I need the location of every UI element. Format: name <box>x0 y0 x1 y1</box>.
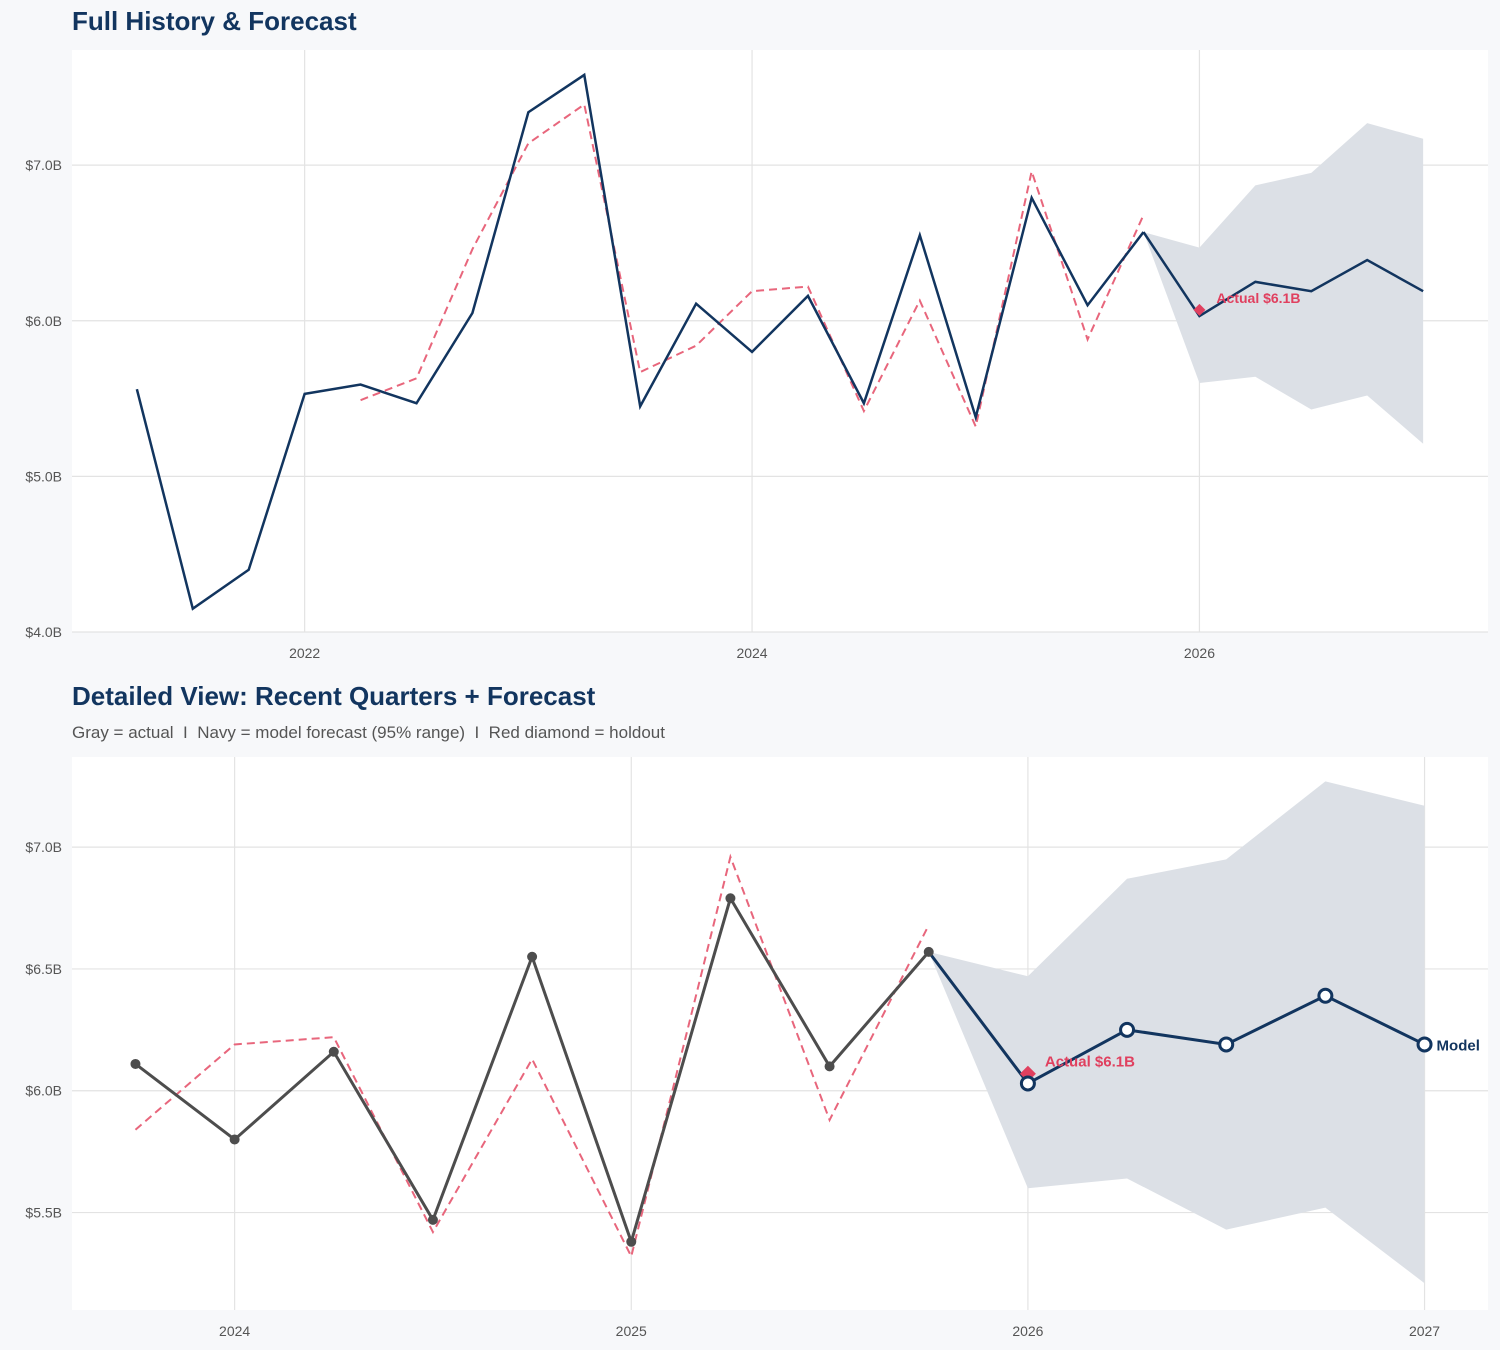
top-chart: $4.0B $5.0B $6.0B $7.0B 2022 2024 2026 Actual $… <box>25 50 1488 661</box>
top-forecast-line <box>1142 231 1424 318</box>
bottom-forecast-interval-band <box>928 781 1425 1284</box>
bottom-actual-point <box>527 951 538 962</box>
bottom-actual-point <box>725 893 736 904</box>
bottom-actual-point <box>328 1046 339 1057</box>
bottom-holdout-label: Actual $6.1B <box>1045 1054 1135 1071</box>
bottom-forecast-point <box>1019 1075 1036 1092</box>
bottom-forecast-point <box>1317 987 1334 1004</box>
top-x-tick-label: 2024 <box>736 645 767 661</box>
bottom-chart: $5.5B $6.0B $6.5B $7.0B 2024 2025 2026 2027 Actu… <box>25 757 1488 1339</box>
bottom-x-tick-label: 2026 <box>1012 1323 1043 1339</box>
top-x-tick-label: 2026 <box>1184 645 1215 661</box>
top-y-tick-label: $5.0B <box>25 468 62 484</box>
bottom-actual-point <box>923 946 934 957</box>
bottom-y-tick-label: $6.0B <box>25 1083 62 1099</box>
bottom-actual-point <box>130 1058 141 1069</box>
bottom-forecast-line <box>927 950 1426 1086</box>
bottom-y-tick-label: $6.5B <box>25 961 62 977</box>
bottom-forecast-point <box>1218 1036 1235 1053</box>
bottom-actual-point <box>626 1236 637 1247</box>
top-fitted-line <box>360 102 1145 430</box>
bottom-forecast-point <box>1119 1021 1136 1038</box>
bottom-x-tick-label: 2027 <box>1409 1323 1440 1339</box>
top-y-tick-label: $7.0B <box>25 157 62 173</box>
bottom-chart-title: Detailed View: Recent Quarters + Forecas… <box>72 681 596 711</box>
bottom-chart-subtitle: Gray = actual I Navy = model forecast (9… <box>72 723 665 742</box>
bottom-y-tick-label: $5.5B <box>25 1205 62 1221</box>
top-chart-title: Full History & Forecast <box>72 6 357 36</box>
bottom-actual-point <box>824 1061 835 1072</box>
top-y-tick-label: $4.0B <box>25 624 62 640</box>
bottom-actual-point <box>229 1134 240 1145</box>
bottom-fitted-line <box>134 853 930 1260</box>
bottom-x-tick-label: 2024 <box>219 1323 250 1339</box>
bottom-actual-point <box>427 1214 438 1225</box>
top-forecast-interval-band <box>1143 123 1424 444</box>
top-holdout-diamond <box>1193 303 1206 316</box>
top-y-tick-label: $6.0B <box>25 313 62 329</box>
top-x-tick-label: 2022 <box>289 645 320 661</box>
bottom-x-tick-label: 2025 <box>616 1323 647 1339</box>
top-actual-line <box>135 72 1145 611</box>
bottom-forecast-point <box>1416 1036 1433 1053</box>
bottom-y-tick-label: $7.0B <box>25 839 62 855</box>
top-holdout-label: Actual $6.1B <box>1216 290 1300 306</box>
bottom-model-label: Model <box>1437 1037 1480 1054</box>
